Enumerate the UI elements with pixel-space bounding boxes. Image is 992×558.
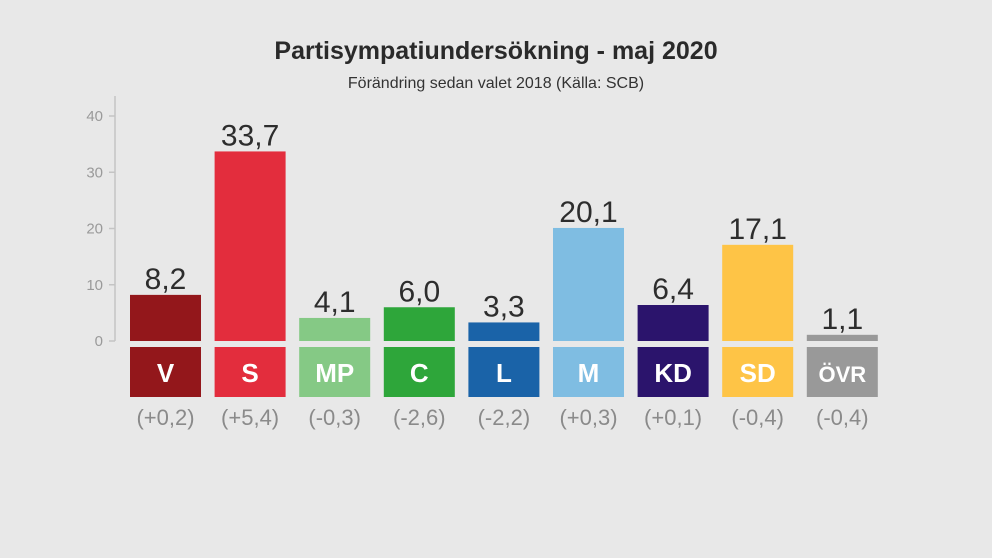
party-label: KD bbox=[654, 358, 692, 388]
bar-v bbox=[130, 294, 201, 341]
value-label: 3,3 bbox=[483, 290, 525, 323]
y-tick-label: 40 bbox=[86, 108, 103, 125]
party-box bbox=[299, 347, 371, 397]
change-label: (+0,2) bbox=[136, 405, 194, 430]
bar-kd bbox=[637, 305, 709, 341]
bar-övr bbox=[806, 334, 878, 341]
party-box bbox=[383, 347, 455, 397]
party-label: M bbox=[578, 358, 600, 388]
chart-title: Partisympatiundersökning - maj 2020 bbox=[274, 37, 717, 65]
change-labels: (+0,2) (+5,4) (-0,3) (-2,6) (-2,2) (+0,3) (+0,… bbox=[136, 405, 868, 430]
value-label: 8,2 bbox=[145, 263, 187, 296]
change-label: (+5,4) bbox=[221, 405, 279, 430]
party-box bbox=[722, 347, 794, 397]
value-label: 17,1 bbox=[729, 213, 787, 246]
party-box bbox=[130, 347, 201, 397]
party-label: L bbox=[496, 358, 512, 388]
change-label: (-2,6) bbox=[393, 405, 446, 430]
change-label: (-0,4) bbox=[731, 405, 784, 430]
change-label: (+0,1) bbox=[644, 405, 702, 430]
value-labels: 8,2 33,7 4,1 6,0 3,3 20,1 6,4 17,1 1,1 bbox=[145, 119, 864, 335]
bar-c bbox=[383, 307, 455, 341]
y-tick-label: 10 bbox=[86, 277, 103, 294]
value-label: 20,1 bbox=[559, 196, 617, 229]
value-label: 33,7 bbox=[221, 119, 279, 152]
value-label: 4,1 bbox=[314, 286, 356, 319]
value-label: 6,4 bbox=[652, 273, 694, 306]
party-box bbox=[553, 347, 624, 397]
change-label: (-0,4) bbox=[816, 405, 869, 430]
change-label: (-2,2) bbox=[478, 405, 531, 430]
party-label: MP bbox=[315, 358, 354, 388]
chart-subtitle: Förändring sedan valet 2018 (Källa: SCB) bbox=[348, 75, 644, 92]
bar-sd bbox=[722, 244, 794, 341]
y-axis-ticks: 0 10 20 30 40 bbox=[86, 108, 115, 350]
party-box bbox=[468, 347, 540, 397]
bar-s bbox=[214, 151, 286, 341]
value-label: 1,1 bbox=[821, 303, 863, 336]
bar-mp bbox=[299, 317, 371, 341]
change-label: (-0,3) bbox=[308, 405, 361, 430]
party-box bbox=[214, 347, 286, 397]
y-tick-label: 30 bbox=[86, 164, 103, 181]
bar-m bbox=[553, 227, 624, 341]
party-label: V bbox=[157, 358, 175, 388]
bars bbox=[130, 151, 878, 341]
party-box bbox=[806, 347, 878, 397]
change-label: (+0,3) bbox=[559, 405, 617, 430]
party-label: S bbox=[241, 358, 258, 388]
y-tick-label: 20 bbox=[86, 221, 103, 238]
party-label: C bbox=[410, 358, 429, 388]
party-label-boxes: V S MP C L M KD SD ÖVR bbox=[130, 347, 878, 397]
value-label: 6,0 bbox=[398, 275, 440, 308]
bar-l bbox=[468, 322, 540, 341]
y-tick-label: 0 bbox=[95, 333, 103, 350]
party-label: ÖVR bbox=[818, 362, 866, 387]
party-label: SD bbox=[740, 358, 776, 388]
party-box bbox=[637, 347, 709, 397]
